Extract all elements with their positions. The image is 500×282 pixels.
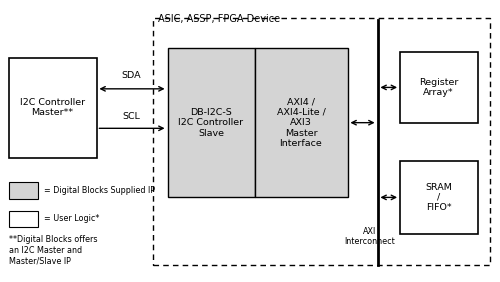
Bar (9, 211, 38, 227)
Text: = User Logic*: = User Logic* (44, 214, 100, 223)
Text: AXI
Interconnect: AXI Interconnect (344, 227, 396, 246)
Text: AXI4 /
AXI4-Lite /
AXI3
Master
Interface: AXI4 / AXI4-Lite / AXI3 Master Interface (276, 97, 326, 148)
Text: SCL: SCL (122, 112, 140, 121)
Text: **Digital Blocks offers
an I2C Master and
Master/Slave IP: **Digital Blocks offers an I2C Master an… (9, 235, 98, 265)
Text: SDA: SDA (121, 71, 141, 80)
Bar (400, 52, 477, 123)
Bar (168, 48, 255, 197)
Bar (400, 161, 477, 234)
Bar (255, 48, 348, 197)
Bar (9, 58, 97, 158)
Text: SRAM
/
FIFO*: SRAM / FIFO* (425, 182, 452, 212)
Bar (152, 18, 490, 265)
Text: Register
Array*: Register Array* (419, 78, 458, 97)
Text: I2C Controller
Master**: I2C Controller Master** (20, 98, 85, 117)
Text: DB-I2C-S
I2C Controller
Slave: DB-I2C-S I2C Controller Slave (178, 108, 244, 138)
Bar (9, 182, 38, 199)
Text: ASIC, ASSP, FPGA Device: ASIC, ASSP, FPGA Device (158, 14, 280, 24)
Text: = Digital Blocks Supplied IP: = Digital Blocks Supplied IP (44, 186, 155, 195)
